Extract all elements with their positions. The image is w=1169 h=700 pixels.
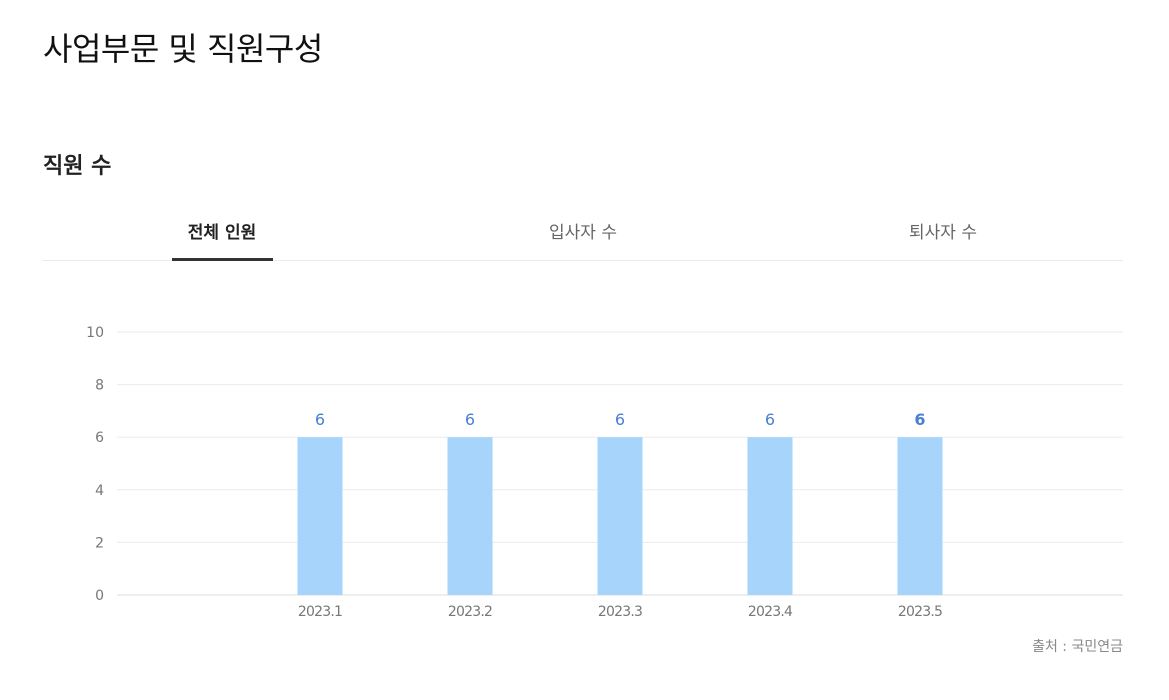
y-tick-label: 8 — [95, 378, 104, 394]
tab-total-staff[interactable]: 전체 인원 — [187, 223, 257, 243]
tab-resignations[interactable]: 퇴사자 수 — [909, 223, 977, 243]
x-tick-label: 2023.4 — [748, 604, 793, 620]
x-tick-label: 2023.5 — [898, 604, 942, 620]
data-label: 6 — [765, 410, 775, 429]
y-tick-label: 2 — [95, 535, 104, 551]
source-note: 출처 : 국민연금 — [1032, 639, 1123, 655]
data-label: 6 — [465, 410, 475, 429]
x-tick-label: 2023.3 — [598, 604, 642, 620]
data-label: 6 — [914, 410, 925, 429]
tab-new-hires[interactable]: 입사자 수 — [549, 223, 617, 243]
bar — [447, 437, 493, 595]
active-tab-indicator — [172, 258, 273, 261]
x-tick-label: 2023.2 — [448, 604, 492, 620]
bar — [747, 437, 793, 595]
bar — [297, 437, 343, 595]
tab-bar: 전체 인원 입사자 수 퇴사자 수 — [42, 200, 1123, 261]
bar-chart: 0 2 4 6 8 10 6 2023.1 6 2023.2 6 2023.3 6 2023.4 6 2023… — [86, 325, 1123, 620]
y-tick-label: 0 — [95, 588, 104, 604]
bar — [897, 437, 943, 595]
x-tick-label: 2023.1 — [298, 604, 342, 620]
bar — [597, 437, 643, 595]
page-title: 사업부문 및 직원구성 — [43, 30, 323, 68]
y-tick-label: 10 — [86, 325, 104, 341]
y-tick-label: 6 — [95, 430, 104, 446]
section-title: 직원 수 — [43, 154, 112, 179]
y-tick-label: 4 — [95, 483, 104, 499]
data-label: 6 — [615, 410, 625, 429]
data-label: 6 — [315, 410, 325, 429]
